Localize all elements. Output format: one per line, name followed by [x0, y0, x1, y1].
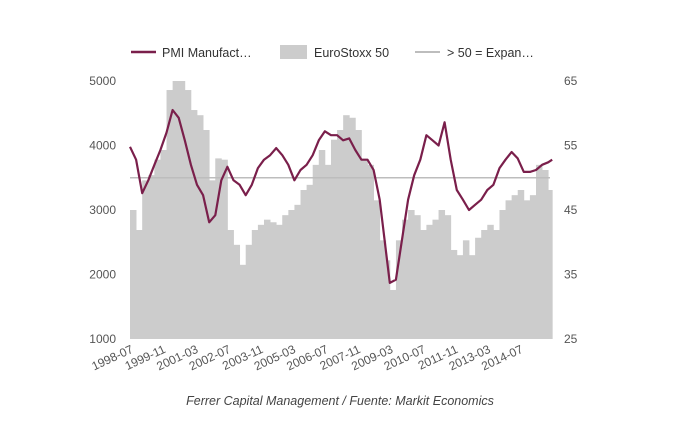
eurostoxx-bar: [343, 115, 350, 339]
caption: Ferrer Capital Management / Fuente: Mark…: [186, 394, 494, 408]
legend-pmi-label[interactable]: PMI Manufact…: [162, 46, 252, 60]
eurostoxx-bar: [385, 260, 391, 339]
eurostoxx-bar: [318, 150, 326, 339]
legend: PMI Manufact… EuroStoxx 50 > 50 = Expan…: [131, 45, 534, 60]
eurostoxx-bar: [294, 204, 301, 339]
eurostoxx-bar: [432, 219, 439, 339]
eurostoxx-bar: [349, 117, 356, 339]
eurostoxx-bar: [361, 159, 368, 339]
x-axis: 1998-071999-112001-032002-072003-112005-…: [89, 342, 525, 373]
legend-threshold-label[interactable]: > 50 = Expan…: [447, 46, 534, 60]
pmi-line: [129, 108, 553, 284]
eurostoxx-bar: [517, 190, 525, 339]
eurostoxx-bar: [312, 164, 320, 339]
eurostoxx-bar: [166, 90, 174, 339]
eurostoxx-bar: [426, 224, 433, 339]
eurostoxx-bar: [233, 244, 241, 339]
eurostoxx-bar: [493, 229, 500, 339]
eurostoxx-bar: [245, 244, 253, 339]
eurostoxx-bar: [469, 255, 476, 339]
eurostoxx-bar: [529, 195, 537, 339]
eurostoxx-bar: [475, 237, 482, 339]
eurostoxx-bar: [263, 219, 271, 339]
eurostoxx-bar: [438, 210, 446, 339]
eurostoxx-bar: [408, 210, 415, 339]
eurostoxx-bar: [172, 81, 180, 339]
y-axis-left: 1000 2000 3000 4000 5000: [89, 74, 116, 346]
eurostoxx-bar: [324, 164, 332, 339]
eurostoxx-bar: [196, 115, 204, 339]
eurostoxx-bar: [487, 224, 494, 339]
eurostoxx-bar: [221, 159, 228, 339]
eurostoxx-bar: [481, 229, 488, 339]
eurostoxx-bar: [154, 159, 161, 339]
eurostoxx-bar: [300, 190, 308, 339]
eurostoxx-bar: [462, 240, 470, 339]
eurostoxx-bar: [536, 164, 543, 339]
legend-eurostoxx-swatch: [280, 45, 307, 59]
y-right-tick-label: 55: [564, 139, 578, 153]
eurostoxx-bar: [402, 219, 409, 339]
eurostoxx-bar: [190, 110, 198, 340]
eurostoxx-bar: [209, 180, 216, 339]
eurostoxx-bar: [306, 184, 314, 339]
eurostoxx-bar: [251, 229, 259, 339]
eurostoxx-bar: [523, 200, 531, 339]
eurostoxx-bar: [389, 289, 397, 339]
y-left-tick-label: 2000: [89, 268, 116, 282]
eurostoxx-bar: [414, 215, 421, 339]
eurostoxx-bar: [136, 229, 143, 339]
eurostoxx-bar: [203, 130, 210, 339]
eurostoxx-bar: [450, 249, 458, 339]
eurostoxx-bar: [505, 200, 513, 339]
eurostoxx-bar: [160, 150, 167, 339]
eurostoxx-bars: [130, 81, 553, 340]
eurostoxx-bar: [367, 164, 374, 339]
eurostoxx-bar: [148, 175, 155, 339]
eurostoxx-bar: [330, 139, 338, 339]
eurostoxx-bar: [499, 210, 506, 339]
eurostoxx-bar: [142, 180, 149, 339]
y-right-tick-label: 25: [564, 332, 578, 346]
y-left-tick-label: 1000: [89, 332, 116, 346]
y-right-tick-label: 45: [564, 203, 578, 217]
eurostoxx-bar: [548, 190, 553, 339]
y-right-tick-label: 35: [564, 268, 578, 282]
eurostoxx-bar: [444, 215, 452, 339]
eurostoxx-bar: [288, 210, 295, 339]
eurostoxx-bar: [337, 130, 344, 339]
eurostoxx-bar: [282, 215, 289, 339]
y-axis-right: 25 35 45 55 65: [564, 74, 578, 346]
eurostoxx-bar: [456, 255, 464, 339]
eurostoxx-bar: [542, 170, 549, 339]
eurostoxx-bar: [420, 229, 427, 339]
y-right-tick-label: 65: [564, 74, 578, 88]
y-left-tick-label: 3000: [89, 203, 116, 217]
eurostoxx-bar: [511, 195, 519, 339]
eurostoxx-bar: [379, 240, 387, 339]
eurostoxx-bar: [373, 200, 381, 339]
eurostoxx-bar: [215, 158, 222, 339]
eurostoxx-bar: [184, 90, 192, 339]
y-left-tick-label: 4000: [89, 139, 116, 153]
eurostoxx-bar: [276, 224, 283, 339]
eurostoxx-bar: [239, 264, 247, 339]
eurostoxx-bar: [130, 210, 137, 339]
eurostoxx-bar: [270, 222, 277, 339]
eurostoxx-bar: [257, 224, 265, 339]
eurostoxx-bar: [178, 81, 186, 339]
y-left-tick-label: 5000: [89, 74, 116, 88]
eurostoxx-bar: [355, 130, 362, 339]
legend-eurostoxx-label[interactable]: EuroStoxx 50: [314, 46, 389, 60]
eurostoxx-bar: [395, 240, 403, 339]
eurostoxx-bar: [227, 229, 234, 339]
